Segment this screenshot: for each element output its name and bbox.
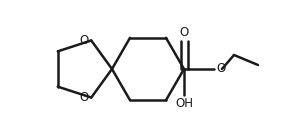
Text: O: O: [79, 91, 88, 104]
Text: O: O: [179, 26, 189, 39]
Text: O: O: [79, 34, 88, 47]
Text: OH: OH: [175, 97, 193, 110]
Text: O: O: [216, 63, 225, 75]
